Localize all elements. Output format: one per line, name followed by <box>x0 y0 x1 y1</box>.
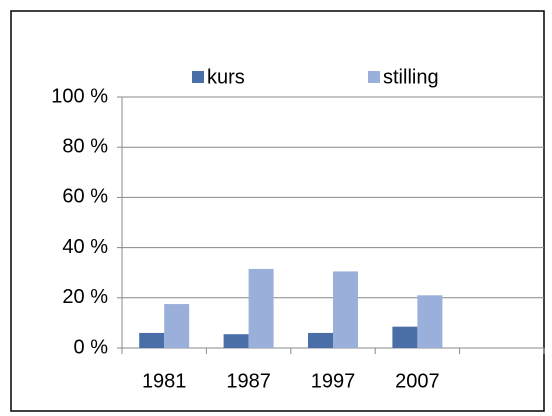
bar <box>333 271 358 348</box>
legend-swatch <box>192 71 204 83</box>
x-tick-label: 2007 <box>395 370 440 392</box>
y-tick-label: 20 % <box>62 286 108 308</box>
bar <box>308 332 333 348</box>
bar <box>392 326 418 348</box>
chart-border <box>10 10 545 412</box>
legend-label: kurs <box>207 66 245 88</box>
bar <box>139 332 165 348</box>
legend-label: stilling <box>383 66 439 88</box>
x-tick-label: 1987 <box>226 370 271 392</box>
y-tick-label: 40 % <box>62 236 108 258</box>
legend-swatch <box>368 71 380 83</box>
y-tick-label: 60 % <box>62 186 108 208</box>
y-tick-label: 100 % <box>51 85 108 107</box>
bar <box>164 304 190 348</box>
bar <box>417 295 443 348</box>
x-tick-label: 1997 <box>311 370 356 392</box>
y-tick-label: 80 % <box>62 135 108 157</box>
x-tick-label: 1981 <box>142 370 187 392</box>
bar <box>223 334 249 348</box>
y-tick-label: 0 % <box>74 336 109 358</box>
bar <box>248 268 274 348</box>
